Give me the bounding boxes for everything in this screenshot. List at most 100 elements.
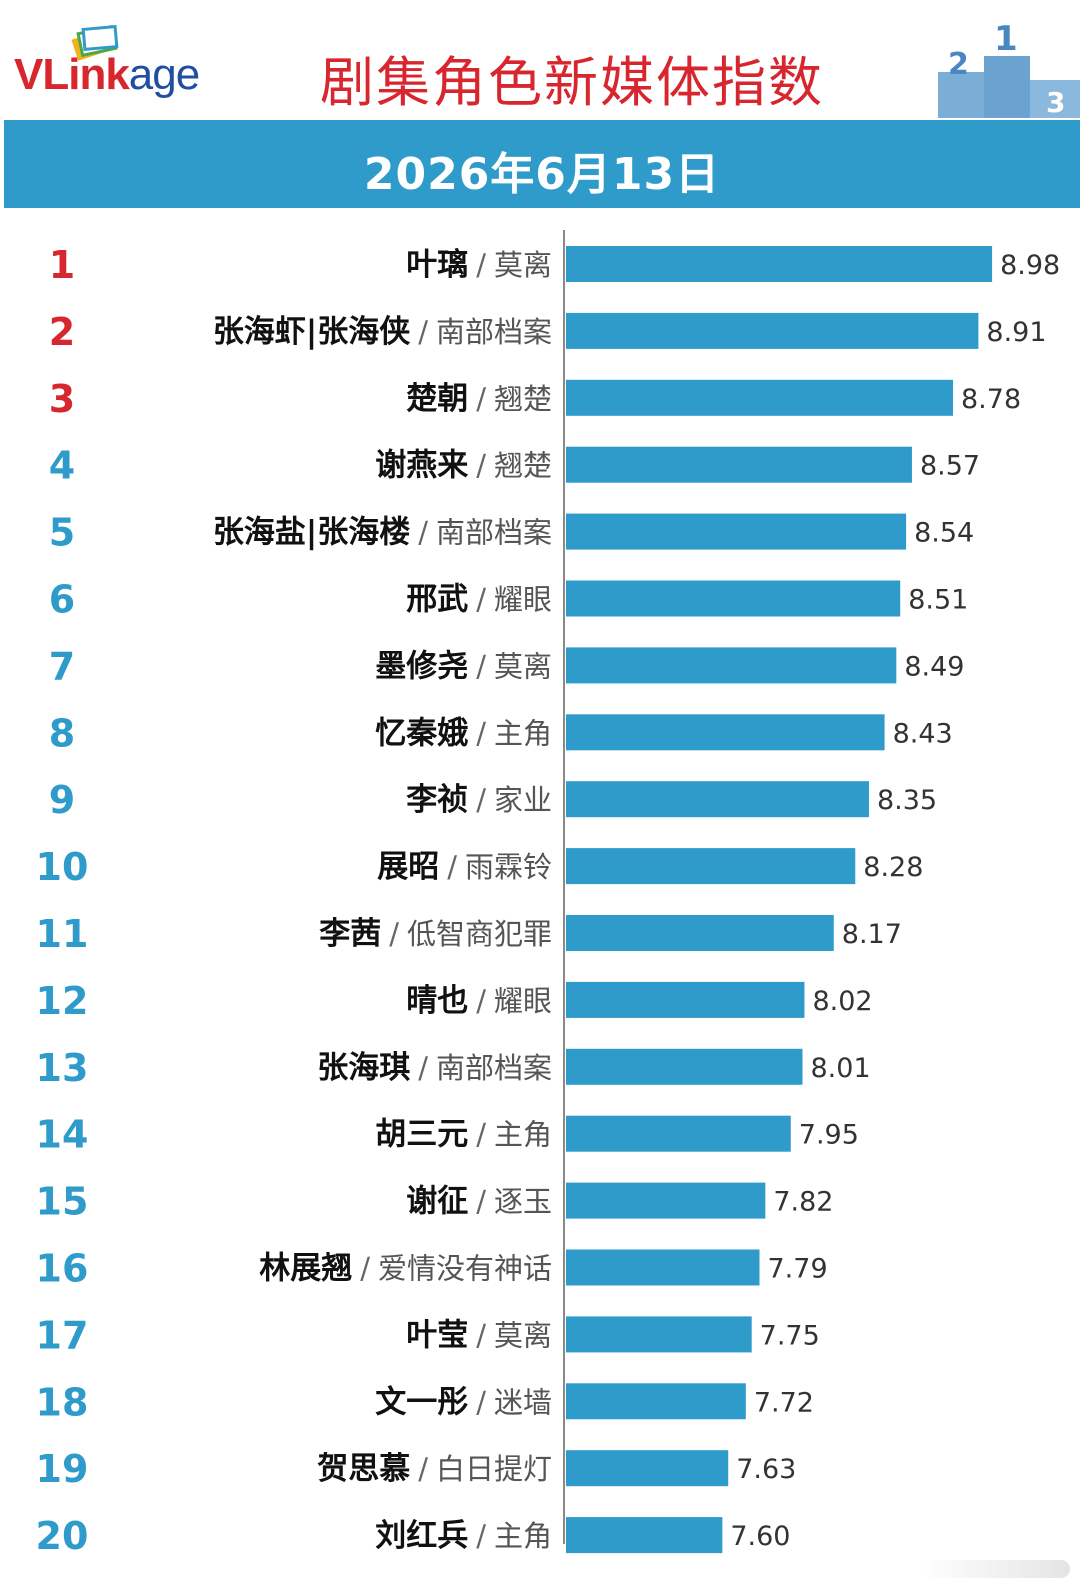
rank-label: 6 [49, 578, 75, 622]
label-separator: / [476, 649, 486, 683]
date-label: 2026年6月13日 [363, 149, 721, 200]
drama-name: 逐玉 [494, 1185, 552, 1219]
value-label: 8.51 [908, 585, 968, 616]
row-label: 李茜 / 低智商犯罪 [319, 916, 552, 952]
value-label: 7.79 [768, 1254, 828, 1285]
rank-label: 15 [36, 1180, 89, 1224]
bar [566, 1115, 791, 1152]
label-separator: / [476, 1185, 486, 1219]
row-label: 展昭 / 雨霖铃 [377, 849, 552, 885]
row-label: 张海琪 / 南部档案 [317, 1050, 552, 1086]
character-name: 林展翘 [259, 1251, 352, 1287]
chart-row: 14 胡三元 / 主角 7.95 [36, 1113, 859, 1157]
value-label: 7.63 [736, 1454, 796, 1485]
chart-row: 11 李茜 / 低智商犯罪 8.17 [36, 912, 902, 956]
bar [566, 981, 805, 1018]
chart-row: 17 叶莹 / 莫离 7.75 [36, 1313, 820, 1357]
character-name: 忆秦娥 [375, 715, 468, 751]
chart-row: 4 谢燕来 / 翘楚 8.57 [49, 444, 980, 488]
page-title: 剧集角色新媒体指数 [320, 51, 824, 114]
value-label: 8.91 [986, 317, 1046, 348]
rank-label: 12 [36, 979, 89, 1023]
label-separator: / [447, 850, 457, 884]
row-label: 贺思慕 / 白日提灯 [317, 1451, 552, 1487]
bar [566, 647, 897, 684]
chart-row: 9 李祯 / 家业 8.35 [49, 778, 937, 822]
drama-name: 主角 [494, 716, 552, 750]
logo-wordmark: VLinkage [14, 50, 200, 100]
character-name: 展昭 [377, 849, 439, 885]
podium-label-3: 3 [1046, 86, 1065, 118]
bar [566, 1383, 746, 1420]
row-label: 叶莹 / 莫离 [406, 1317, 552, 1353]
value-label: 8.02 [812, 986, 872, 1017]
value-label: 7.95 [799, 1120, 859, 1151]
label-separator: / [418, 315, 428, 349]
chart-row: 10 展昭 / 雨霖铃 8.28 [36, 845, 924, 889]
ranking-bar-chart: 1 叶璃 / 莫离 8.982 张海虾|张海侠 / 南部档案 8.913 楚朝 / 翘楚 8.784 谢燕… [36, 230, 1060, 1557]
rank-label: 5 [49, 511, 75, 555]
value-label: 8.49 [904, 651, 964, 682]
drama-name: 南部档案 [436, 1051, 552, 1085]
rank-label: 18 [36, 1380, 89, 1424]
row-label: 文一彤 / 迷墙 [375, 1384, 552, 1420]
character-name: 张海琪 [317, 1050, 410, 1086]
chart-row: 13 张海琪 / 南部档案 8.01 [36, 1046, 871, 1090]
bar [566, 1048, 803, 1085]
chart-row: 2 张海虾|张海侠 / 南部档案 8.91 [49, 310, 1047, 354]
drama-name: 低智商犯罪 [407, 917, 552, 951]
bar [566, 714, 885, 751]
rank-label: 17 [36, 1313, 89, 1357]
value-label: 8.17 [842, 919, 902, 950]
character-name: 李祯 [406, 782, 468, 818]
character-name: 张海盐|张海楼 [213, 515, 410, 551]
character-name: 楚朝 [406, 381, 468, 417]
logo-cards-icon [71, 24, 119, 61]
character-name: 晴也 [406, 983, 468, 1019]
label-separator: / [476, 716, 486, 750]
chart-row: 19 贺思慕 / 白日提灯 7.63 [36, 1447, 797, 1491]
value-label: 7.60 [730, 1521, 790, 1552]
bar [566, 1182, 766, 1219]
podium-label-1: 1 [994, 19, 1018, 59]
bar [566, 513, 907, 550]
character-name: 谢征 [406, 1184, 468, 1220]
value-label: 7.82 [773, 1187, 833, 1218]
character-name: 文一彤 [375, 1384, 468, 1420]
row-label: 谢燕来 / 翘楚 [375, 448, 552, 484]
rank-label: 2 [49, 310, 75, 354]
rank-label: 7 [49, 644, 75, 688]
rank-label: 1 [49, 243, 75, 287]
row-label: 邢武 / 耀眼 [406, 582, 552, 618]
row-label: 张海虾|张海侠 / 南部档案 [213, 314, 552, 350]
logo-text-tail: age [128, 50, 200, 99]
label-separator: / [476, 1318, 486, 1352]
row-label: 刘红兵 / 主角 [375, 1518, 552, 1554]
label-separator: / [476, 248, 486, 282]
rank-label: 3 [49, 377, 75, 421]
chart-row: 18 文一彤 / 迷墙 7.72 [36, 1380, 814, 1424]
rank-label: 8 [49, 711, 75, 755]
row-label: 墨修尧 / 莫离 [375, 648, 552, 684]
rank-label: 19 [36, 1447, 89, 1491]
drama-name: 耀眼 [494, 583, 552, 617]
character-name: 墨修尧 [375, 648, 468, 684]
bar [566, 246, 993, 282]
row-label: 叶璃 / 莫离 [406, 247, 552, 283]
row-label: 胡三元 / 主角 [375, 1117, 552, 1153]
chart-row: 3 楚朝 / 翘楚 8.78 [49, 377, 1021, 421]
drama-name: 迷墙 [494, 1385, 552, 1419]
character-name: 叶莹 [406, 1317, 468, 1353]
value-label: 8.01 [811, 1053, 871, 1084]
logo-text-main: VLink [14, 50, 130, 99]
value-label: 8.78 [961, 384, 1021, 415]
drama-name: 莫离 [494, 1318, 552, 1352]
character-name: 胡三元 [375, 1117, 468, 1153]
bar [566, 1450, 729, 1487]
bar [566, 1316, 752, 1353]
bar [566, 446, 912, 483]
value-label: 7.75 [760, 1320, 820, 1351]
label-separator: / [389, 917, 399, 951]
character-name: 谢燕来 [375, 448, 468, 484]
bar [566, 1249, 760, 1286]
